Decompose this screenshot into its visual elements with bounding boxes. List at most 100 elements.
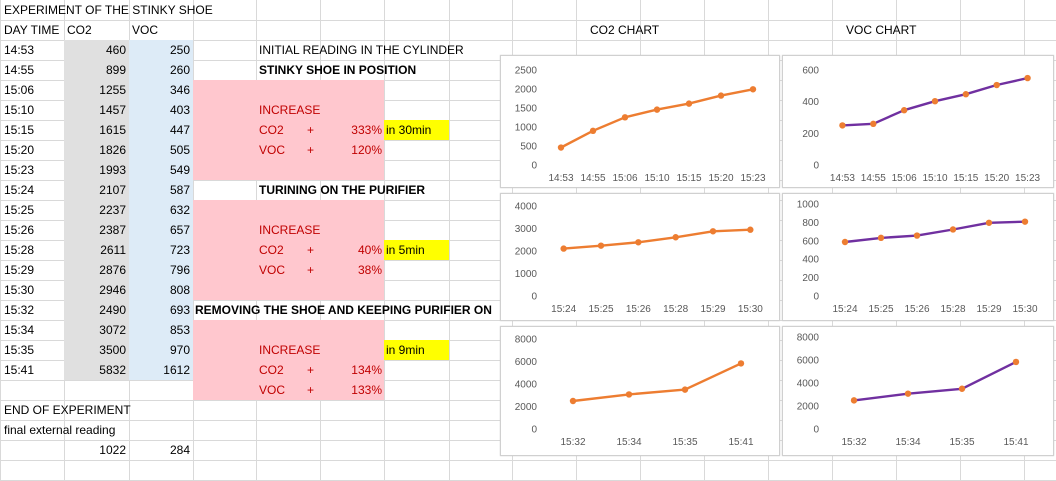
voc-cell[interactable]: 693: [169, 303, 190, 317]
time-cell[interactable]: 15:30: [4, 283, 35, 297]
voc-cell[interactable]: 853: [169, 323, 190, 337]
plus-co2-2[interactable]: +: [307, 243, 315, 257]
time-cell[interactable]: 15:15: [4, 123, 35, 137]
data-point: [877, 234, 885, 242]
co2-pct-2[interactable]: 40%: [357, 243, 382, 257]
voc-cell[interactable]: 346: [169, 83, 190, 97]
voc-cell[interactable]: 587: [169, 183, 190, 197]
voc-cell[interactable]: 505: [169, 143, 190, 157]
time-cell[interactable]: 15:28: [4, 243, 35, 257]
co2-label-3[interactable]: CO2: [259, 363, 284, 377]
increase-label-2[interactable]: INCREASE: [259, 223, 321, 237]
voc-cell[interactable]: 549: [169, 163, 190, 177]
series-line: [572, 362, 742, 403]
time-cell[interactable]: 15:24: [4, 183, 35, 197]
voc-cell[interactable]: 447: [169, 123, 190, 137]
co2-cell[interactable]: 3072: [99, 323, 126, 337]
co2-cell[interactable]: 1993: [99, 163, 126, 177]
time-cell[interactable]: 15:10: [4, 103, 35, 117]
header-co2[interactable]: CO2: [67, 23, 92, 37]
co2-cell[interactable]: 460: [105, 43, 126, 57]
voc-cell[interactable]: 260: [169, 63, 190, 77]
final-voc[interactable]: 284: [169, 443, 190, 457]
co2-cell[interactable]: 3500: [99, 343, 126, 357]
header-daytime[interactable]: DAY TIME: [4, 23, 60, 37]
co2-chart-3[interactable]: 0 2000 4000 6000 8000 15:32 15:34 15:35 15:41: [500, 326, 780, 456]
time-cell[interactable]: 15:26: [4, 223, 35, 237]
duration-3[interactable]: in 9min: [386, 343, 425, 357]
time-cell[interactable]: 15:34: [4, 323, 35, 337]
voc-cell[interactable]: 970: [169, 343, 190, 357]
voc-label-2[interactable]: VOC: [259, 263, 286, 277]
co2-cell[interactable]: 1457: [99, 103, 126, 117]
voc-cell[interactable]: 403: [169, 103, 190, 117]
note-stinky[interactable]: STINKY SHOE IN POSITION: [259, 63, 417, 77]
duration-2[interactable]: in 5min: [386, 243, 425, 257]
final-co2[interactable]: 1022: [99, 443, 126, 457]
sheet-title[interactable]: EXPERIMENT OF THE STINKY SHOE: [4, 3, 213, 17]
y-tick-label: 0: [531, 161, 537, 172]
co2-cell[interactable]: 2107: [99, 183, 126, 197]
voc-cell[interactable]: 657: [169, 223, 190, 237]
data-point: [589, 127, 597, 135]
note-purifier[interactable]: TURINING ON THE PURIFIER: [259, 183, 426, 197]
plus-voc-3[interactable]: +: [307, 383, 315, 397]
co2-pct-3[interactable]: 134%: [351, 363, 382, 377]
plus-co2-3[interactable]: +: [307, 363, 315, 377]
time-cell[interactable]: 15:20: [4, 143, 35, 157]
time-cell[interactable]: 15:29: [4, 263, 35, 277]
co2-label-2[interactable]: CO2: [259, 243, 284, 257]
voc-chart-3[interactable]: 0 2000 4000 6000 8000 15:32 15:34 15:35 15:41: [782, 326, 1054, 456]
co2-cell[interactable]: 5832: [99, 363, 126, 377]
plus-voc-1[interactable]: +: [307, 143, 315, 157]
co2-cell[interactable]: 2946: [99, 283, 126, 297]
co2-cell[interactable]: 2490: [99, 303, 126, 317]
co2-cell[interactable]: 2876: [99, 263, 126, 277]
voc-pct-1[interactable]: 120%: [351, 143, 382, 157]
co2-label-1[interactable]: CO2: [259, 123, 284, 137]
header-voc[interactable]: VOC: [132, 23, 159, 37]
co2-pct-1[interactable]: 333%: [351, 123, 382, 137]
time-cell[interactable]: 15:06: [4, 83, 35, 97]
co2-cell[interactable]: 1615: [99, 123, 126, 137]
plus-voc-2[interactable]: +: [307, 263, 315, 277]
voc-pct-3[interactable]: 133%: [351, 383, 382, 397]
voc-cell[interactable]: 723: [169, 243, 190, 257]
voc-chart-1[interactable]: 0 200 400 600 14:53 14:55 15:06 15:10 15:15 15:20…: [782, 55, 1054, 188]
end-label[interactable]: END OF EXPERIMENT: [4, 403, 131, 417]
voc-cell[interactable]: 796: [169, 263, 190, 277]
time-cell[interactable]: 15:25: [4, 203, 35, 217]
final-label[interactable]: final external reading: [4, 423, 116, 437]
co2-cell[interactable]: 1255: [99, 83, 126, 97]
voc-label-1[interactable]: VOC: [259, 143, 286, 157]
time-cell[interactable]: 14:53: [4, 43, 35, 57]
time-cell[interactable]: 15:41: [4, 363, 35, 377]
plus-co2-1[interactable]: +: [307, 123, 315, 137]
y-tick-label: 200: [802, 273, 819, 284]
co2-cell[interactable]: 2237: [99, 203, 126, 217]
voc-cell[interactable]: 632: [169, 203, 190, 217]
voc-cell[interactable]: 1612: [163, 363, 190, 377]
co2-cell[interactable]: 2611: [100, 243, 126, 257]
increase-label-1[interactable]: INCREASE: [259, 103, 321, 117]
co2-cell[interactable]: 1826: [99, 143, 126, 157]
note-removing[interactable]: REMOVING THE SHOE AND KEEPING PURIFIER O…: [195, 303, 492, 317]
voc-chart-2[interactable]: 0 200 400 600 800 1000 15:24 15:25 15:26 15:28 15:…: [782, 193, 1054, 321]
time-cell[interactable]: 15:32: [4, 303, 35, 317]
time-cell[interactable]: 14:55: [4, 63, 35, 77]
co2-chart-1[interactable]: 0 500 1000 1500 2000 2500 14:53 14:55 15:06 15:10…: [500, 55, 780, 188]
voc-label-3[interactable]: VOC: [259, 383, 286, 397]
co2-cell[interactable]: 2387: [99, 223, 126, 237]
voc-pct-2[interactable]: 38%: [357, 263, 382, 277]
increase-label-3[interactable]: INCREASE: [259, 343, 321, 357]
co2-cell[interactable]: 899: [105, 63, 126, 77]
voc-chart-title[interactable]: VOC CHART: [846, 23, 917, 37]
voc-cell[interactable]: 250: [169, 43, 190, 57]
note-initial[interactable]: INITIAL READING IN THE CYLINDER: [259, 43, 464, 57]
time-cell[interactable]: 15:23: [4, 163, 35, 177]
duration-1[interactable]: in 30min: [386, 123, 432, 137]
co2-chart-2[interactable]: 0 1000 2000 3000 4000 15:24 15:25 15:26 15:28 15:…: [500, 193, 780, 321]
time-cell[interactable]: 15:35: [4, 343, 35, 357]
co2-chart-title[interactable]: CO2 CHART: [590, 23, 660, 37]
voc-cell[interactable]: 808: [169, 283, 190, 297]
